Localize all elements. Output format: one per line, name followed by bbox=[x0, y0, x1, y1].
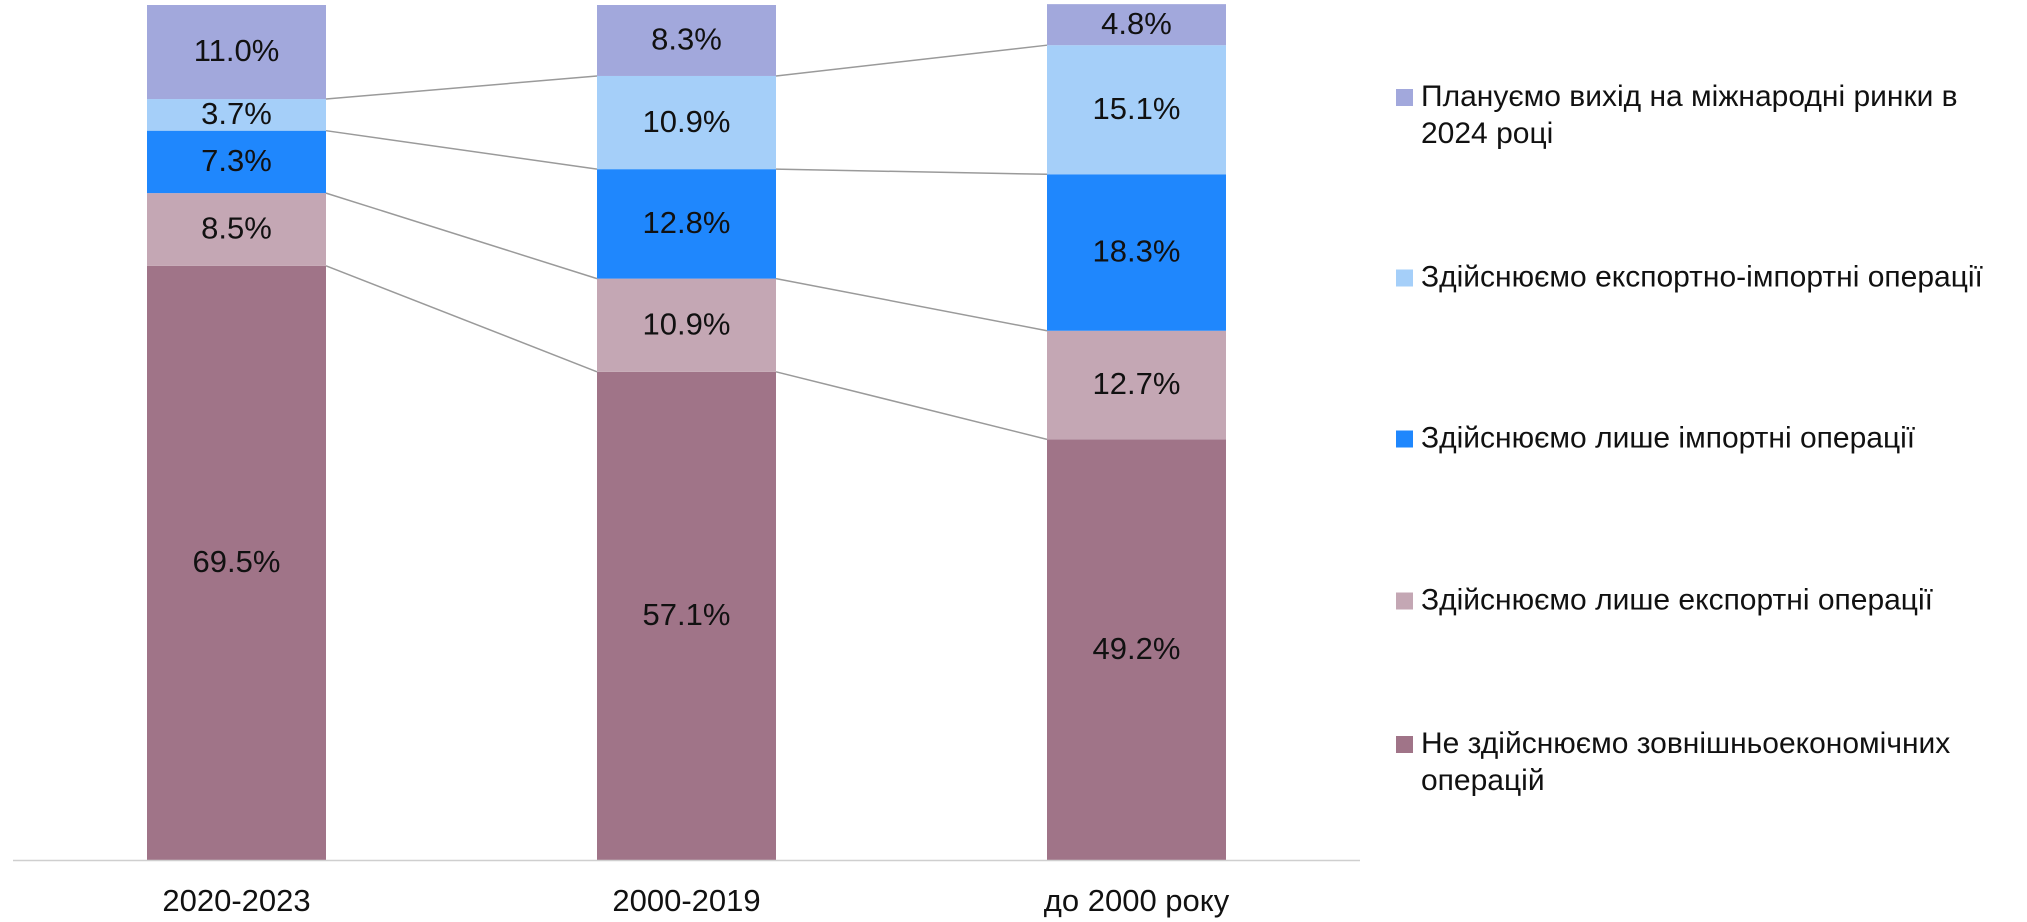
bar-segment bbox=[597, 371, 776, 860]
value-label: 8.3% bbox=[651, 22, 722, 57]
legend-item: Здійснюємо лише експортні операції bbox=[1396, 582, 2016, 619]
value-label: 18.3% bbox=[1093, 234, 1181, 269]
bar-segment bbox=[597, 5, 776, 76]
connector bbox=[775, 44, 1048, 77]
legend-label: Здійснюємо експортно-імпортні операції bbox=[1421, 260, 1983, 294]
value-label: 10.9% bbox=[643, 306, 731, 341]
value-label: 8.5% bbox=[201, 211, 272, 246]
value-label: 49.2% bbox=[1093, 631, 1181, 666]
value-label: 12.8% bbox=[643, 205, 731, 240]
legend-label: Не здійснюємо зовнішньоекономічних опера… bbox=[1421, 727, 1951, 797]
value-label: 12.7% bbox=[1093, 366, 1181, 401]
legend-swatch bbox=[1396, 269, 1413, 287]
bar-segment bbox=[147, 193, 326, 266]
chart: 69.5% 57.1% 49.2% 8.5% 10.9% 12.7% 7.3% 12.8% 18… bbox=[13, 4, 1360, 918]
connector bbox=[775, 371, 1048, 441]
bar-segment bbox=[1047, 174, 1226, 331]
legend-item: Здійснюємо експортно-імпортні операції bbox=[1396, 259, 2016, 296]
legend-swatch bbox=[1396, 430, 1413, 448]
value-label: 7.3% bbox=[201, 143, 272, 178]
value-label: 10.9% bbox=[643, 104, 731, 139]
legend-swatch bbox=[1396, 89, 1413, 106]
bar-segment bbox=[1047, 439, 1226, 860]
legend-item: Не здійснюємо зовнішньоекономічних опера… bbox=[1396, 725, 2016, 799]
connector bbox=[325, 129, 598, 170]
bar-segment bbox=[597, 75, 776, 170]
legend-label: Здійснюємо лише експортні операції bbox=[1421, 583, 1933, 617]
legend-item: Здійснюємо лише імпортні операції bbox=[1396, 420, 2016, 457]
connector bbox=[325, 265, 598, 373]
connector bbox=[325, 75, 598, 100]
value-label: 69.5% bbox=[193, 544, 281, 579]
bar-segment bbox=[1047, 4, 1226, 46]
bar-segment bbox=[147, 99, 326, 131]
connector bbox=[325, 192, 598, 280]
value-label: 11.0% bbox=[194, 33, 280, 68]
x-tick-label: 2000-2019 bbox=[612, 883, 760, 918]
legend-swatch bbox=[1396, 592, 1413, 610]
value-label: 57.1% bbox=[643, 597, 731, 632]
legend-label: Плануємо вихід на міжнародні ринки в 202… bbox=[1421, 80, 1958, 150]
legend-item: Плануємо вихід на міжнародні ринки в 202… bbox=[1396, 78, 2016, 152]
bar-segment bbox=[147, 5, 326, 100]
value-label: 3.7% bbox=[201, 96, 272, 131]
bar-segment bbox=[597, 169, 776, 279]
bar-segment bbox=[1047, 45, 1226, 175]
bar-segment bbox=[1047, 330, 1226, 440]
x-tick-label: до 2000 року bbox=[1044, 883, 1230, 918]
bar-segment bbox=[597, 278, 776, 372]
legend-label: Здійснюємо лише імпортні операції bbox=[1421, 421, 1916, 455]
connector bbox=[775, 168, 1048, 176]
connector bbox=[775, 277, 1048, 332]
bar-segment bbox=[147, 265, 326, 860]
value-label: 15.1% bbox=[1093, 91, 1181, 126]
value-label: 4.8% bbox=[1101, 6, 1172, 41]
bar-segment bbox=[147, 130, 326, 194]
x-tick-label: 2020-2023 bbox=[162, 883, 310, 918]
legend-swatch bbox=[1396, 736, 1413, 753]
